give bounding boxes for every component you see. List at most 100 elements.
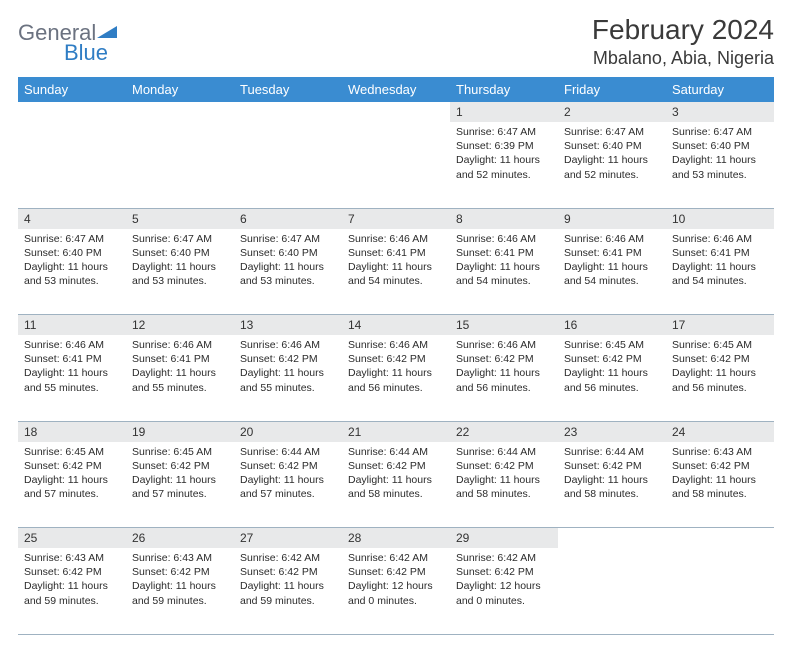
sunset-line: Sunset: 6:41 PM	[456, 246, 552, 260]
day-content-row: Sunrise: 6:45 AMSunset: 6:42 PMDaylight:…	[18, 442, 774, 528]
day-cell: Sunrise: 6:42 AMSunset: 6:42 PMDaylight:…	[450, 548, 558, 634]
day-number: 1	[450, 102, 558, 122]
day-cell: Sunrise: 6:42 AMSunset: 6:42 PMDaylight:…	[342, 548, 450, 634]
day-cell: Sunrise: 6:43 AMSunset: 6:42 PMDaylight:…	[666, 442, 774, 528]
sunrise-line: Sunrise: 6:45 AM	[672, 338, 768, 352]
day-number: 17	[666, 315, 774, 336]
daynum-row: 2526272829	[18, 528, 774, 549]
sunrise-line: Sunrise: 6:43 AM	[672, 445, 768, 459]
header: GeneralBlue February 2024 Mbalano, Abia,…	[18, 14, 774, 69]
sunrise-line: Sunrise: 6:42 AM	[240, 551, 336, 565]
sunset-line: Sunset: 6:40 PM	[564, 139, 660, 153]
sunrise-line: Sunrise: 6:47 AM	[132, 232, 228, 246]
daylight-line: Daylight: 11 hours and 56 minutes.	[564, 366, 660, 394]
sunrise-line: Sunrise: 6:47 AM	[24, 232, 120, 246]
sunset-line: Sunset: 6:42 PM	[672, 352, 768, 366]
sunrise-line: Sunrise: 6:44 AM	[348, 445, 444, 459]
calendar-page: GeneralBlue February 2024 Mbalano, Abia,…	[0, 0, 792, 649]
day-cell: Sunrise: 6:44 AMSunset: 6:42 PMDaylight:…	[234, 442, 342, 528]
sunset-line: Sunset: 6:41 PM	[132, 352, 228, 366]
logo-text-blue: Blue	[64, 40, 117, 66]
day-cell: Sunrise: 6:47 AMSunset: 6:40 PMDaylight:…	[234, 229, 342, 315]
sunset-line: Sunset: 6:42 PM	[132, 459, 228, 473]
day-cell: Sunrise: 6:47 AMSunset: 6:39 PMDaylight:…	[450, 122, 558, 208]
day-number: 6	[234, 208, 342, 229]
weekday-header: Sunday	[18, 77, 126, 102]
sunset-line: Sunset: 6:42 PM	[348, 459, 444, 473]
daynum-row: 11121314151617	[18, 315, 774, 336]
weekday-header: Saturday	[666, 77, 774, 102]
day-number: 29	[450, 528, 558, 549]
day-cell: Sunrise: 6:47 AMSunset: 6:40 PMDaylight:…	[126, 229, 234, 315]
day-number: 12	[126, 315, 234, 336]
day-number: 27	[234, 528, 342, 549]
daylight-line: Daylight: 11 hours and 52 minutes.	[456, 153, 552, 181]
sunset-line: Sunset: 6:42 PM	[24, 565, 120, 579]
sunrise-line: Sunrise: 6:46 AM	[348, 232, 444, 246]
day-cell: Sunrise: 6:46 AMSunset: 6:41 PMDaylight:…	[18, 335, 126, 421]
daylight-line: Daylight: 12 hours and 0 minutes.	[456, 579, 552, 607]
day-cell: Sunrise: 6:47 AMSunset: 6:40 PMDaylight:…	[558, 122, 666, 208]
day-number: 20	[234, 421, 342, 442]
weekday-header: Thursday	[450, 77, 558, 102]
day-number: 26	[126, 528, 234, 549]
day-number: 8	[450, 208, 558, 229]
daylight-line: Daylight: 11 hours and 56 minutes.	[348, 366, 444, 394]
sunset-line: Sunset: 6:42 PM	[456, 565, 552, 579]
day-cell: Sunrise: 6:42 AMSunset: 6:42 PMDaylight:…	[234, 548, 342, 634]
day-number: 13	[234, 315, 342, 336]
sunrise-line: Sunrise: 6:44 AM	[456, 445, 552, 459]
daylight-line: Daylight: 11 hours and 58 minutes.	[672, 473, 768, 501]
day-number: 15	[450, 315, 558, 336]
daylight-line: Daylight: 12 hours and 0 minutes.	[348, 579, 444, 607]
sunset-line: Sunset: 6:40 PM	[132, 246, 228, 260]
day-number: 9	[558, 208, 666, 229]
day-number: 19	[126, 421, 234, 442]
daynum-row: 123	[18, 102, 774, 122]
daylight-line: Daylight: 11 hours and 57 minutes.	[132, 473, 228, 501]
daylight-line: Daylight: 11 hours and 56 minutes.	[456, 366, 552, 394]
sunset-line: Sunset: 6:42 PM	[240, 459, 336, 473]
sunrise-line: Sunrise: 6:44 AM	[564, 445, 660, 459]
sunrise-line: Sunrise: 6:43 AM	[132, 551, 228, 565]
sunset-line: Sunset: 6:42 PM	[672, 459, 768, 473]
title-block: February 2024 Mbalano, Abia, Nigeria	[592, 14, 774, 69]
day-cell: Sunrise: 6:47 AMSunset: 6:40 PMDaylight:…	[18, 229, 126, 315]
daylight-line: Daylight: 11 hours and 53 minutes.	[240, 260, 336, 288]
weekday-header: Wednesday	[342, 77, 450, 102]
sunset-line: Sunset: 6:42 PM	[348, 565, 444, 579]
sunrise-line: Sunrise: 6:42 AM	[456, 551, 552, 565]
daylight-line: Daylight: 11 hours and 53 minutes.	[672, 153, 768, 181]
daylight-line: Daylight: 11 hours and 57 minutes.	[240, 473, 336, 501]
daylight-line: Daylight: 11 hours and 58 minutes.	[348, 473, 444, 501]
daylight-line: Daylight: 11 hours and 53 minutes.	[24, 260, 120, 288]
day-cell: Sunrise: 6:44 AMSunset: 6:42 PMDaylight:…	[450, 442, 558, 528]
weekday-header: Friday	[558, 77, 666, 102]
sunrise-line: Sunrise: 6:45 AM	[24, 445, 120, 459]
day-cell: Sunrise: 6:44 AMSunset: 6:42 PMDaylight:…	[342, 442, 450, 528]
day-cell	[234, 122, 342, 208]
day-content-row: Sunrise: 6:47 AMSunset: 6:39 PMDaylight:…	[18, 122, 774, 208]
sunrise-line: Sunrise: 6:45 AM	[564, 338, 660, 352]
location: Mbalano, Abia, Nigeria	[592, 48, 774, 69]
day-cell: Sunrise: 6:43 AMSunset: 6:42 PMDaylight:…	[18, 548, 126, 634]
day-cell	[558, 548, 666, 634]
daylight-line: Daylight: 11 hours and 54 minutes.	[456, 260, 552, 288]
day-cell: Sunrise: 6:46 AMSunset: 6:42 PMDaylight:…	[342, 335, 450, 421]
sunrise-line: Sunrise: 6:46 AM	[240, 338, 336, 352]
sunset-line: Sunset: 6:40 PM	[24, 246, 120, 260]
day-cell: Sunrise: 6:46 AMSunset: 6:41 PMDaylight:…	[126, 335, 234, 421]
day-cell: Sunrise: 6:46 AMSunset: 6:42 PMDaylight:…	[234, 335, 342, 421]
day-number: 22	[450, 421, 558, 442]
sunset-line: Sunset: 6:40 PM	[672, 139, 768, 153]
day-number: 25	[18, 528, 126, 549]
sunrise-line: Sunrise: 6:46 AM	[24, 338, 120, 352]
daylight-line: Daylight: 11 hours and 54 minutes.	[348, 260, 444, 288]
day-number: 21	[342, 421, 450, 442]
daylight-line: Daylight: 11 hours and 58 minutes.	[564, 473, 660, 501]
day-number: 16	[558, 315, 666, 336]
day-cell: Sunrise: 6:46 AMSunset: 6:41 PMDaylight:…	[558, 229, 666, 315]
day-cell	[126, 122, 234, 208]
day-number	[234, 102, 342, 122]
sunset-line: Sunset: 6:41 PM	[564, 246, 660, 260]
